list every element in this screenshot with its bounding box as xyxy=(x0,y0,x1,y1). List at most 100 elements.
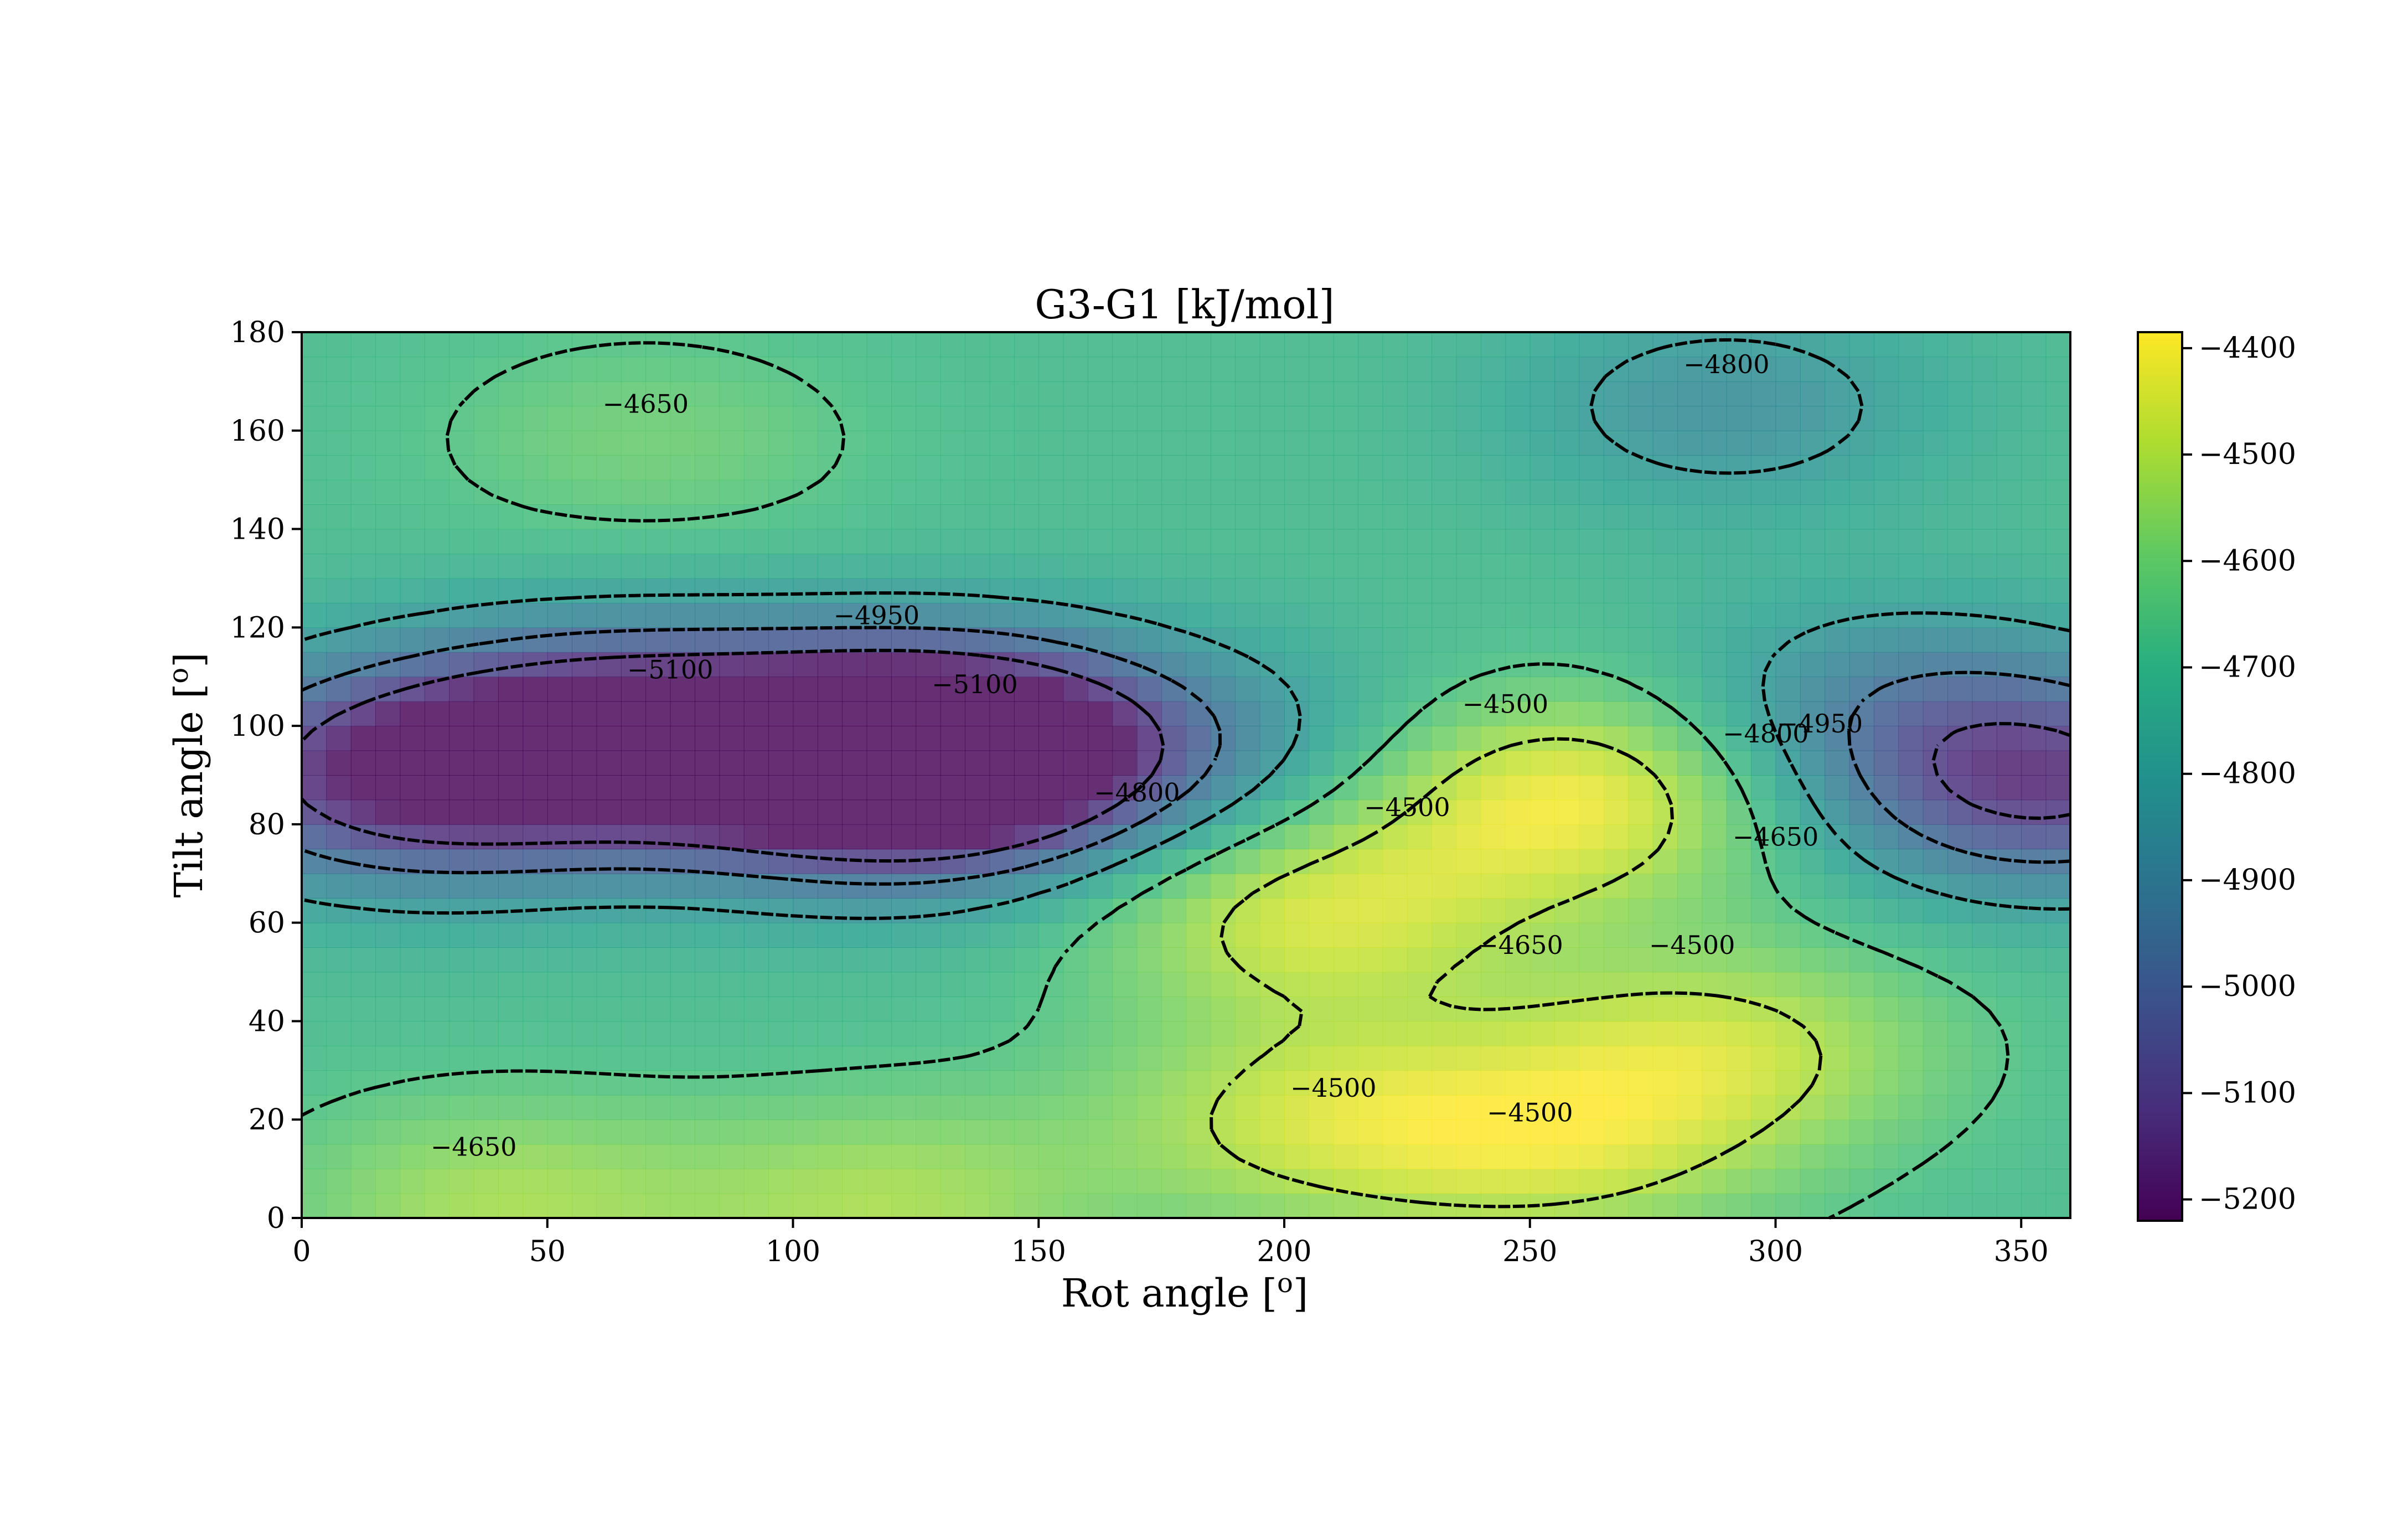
heatmap-cell xyxy=(1775,554,1801,579)
heatmap-cell xyxy=(1136,1119,1162,1145)
heatmap-cell xyxy=(1628,430,1653,456)
heatmap-cell xyxy=(1235,406,1260,431)
heatmap-cell xyxy=(2045,1045,2071,1071)
heatmap-cell xyxy=(1382,381,1408,407)
heatmap-cell xyxy=(375,1144,401,1169)
heatmap-cell xyxy=(1161,578,1187,603)
heatmap-cell xyxy=(1309,1021,1334,1046)
heatmap-cell xyxy=(1088,1193,1113,1219)
heatmap-cell xyxy=(1456,775,1481,801)
heatmap-cell xyxy=(645,1119,671,1145)
heatmap-cell xyxy=(1554,1193,1580,1219)
heatmap-cell xyxy=(817,726,843,751)
heatmap-cell xyxy=(523,602,548,628)
heatmap-cell xyxy=(1358,406,1383,431)
heatmap-cell xyxy=(2021,381,2047,407)
heatmap-cell xyxy=(1284,504,1310,530)
heatmap-cell xyxy=(768,430,794,456)
y-tick-label: 180 xyxy=(230,316,285,349)
heatmap-cell xyxy=(1210,652,1236,678)
heatmap-cell xyxy=(1235,849,1260,874)
heatmap-cell xyxy=(1038,578,1064,603)
heatmap-cell xyxy=(1825,799,1850,825)
heatmap-cell xyxy=(768,677,794,702)
heatmap-cell xyxy=(1136,1193,1162,1219)
heatmap-cell xyxy=(695,775,720,801)
heatmap-cell xyxy=(547,1045,572,1071)
contour-label: −4500 xyxy=(1290,1073,1377,1103)
heatmap-cell xyxy=(695,381,720,407)
heatmap-cell xyxy=(498,479,524,505)
heatmap-cell xyxy=(645,357,671,382)
heatmap-cell xyxy=(1800,824,1826,850)
heatmap-cell xyxy=(2045,922,2071,948)
heatmap-cell xyxy=(1235,701,1260,726)
heatmap-cell xyxy=(621,947,647,973)
heatmap-cell xyxy=(1800,849,1826,874)
heatmap-cell xyxy=(1432,1169,1457,1194)
heatmap-cell xyxy=(1112,627,1138,653)
heatmap-cell xyxy=(866,726,892,751)
heatmap-cell xyxy=(1014,1169,1040,1194)
heatmap-cell xyxy=(1333,1070,1358,1096)
heatmap-cell xyxy=(1996,873,2022,899)
heatmap-cell xyxy=(1382,1045,1408,1071)
heatmap-cell xyxy=(866,652,892,678)
heatmap-cell xyxy=(793,406,818,431)
heatmap-cell xyxy=(572,381,597,407)
heatmap-cell xyxy=(1874,972,1899,997)
heatmap-cell xyxy=(1972,479,1997,505)
heatmap-cell xyxy=(1382,997,1408,1022)
heatmap-cell xyxy=(1432,1095,1457,1121)
heatmap-cell xyxy=(1751,479,1776,505)
heatmap-cell xyxy=(1382,430,1408,456)
heatmap-cell xyxy=(1014,1045,1040,1071)
heatmap-cell xyxy=(1088,849,1113,874)
heatmap-cell xyxy=(768,554,794,579)
heatmap-cell xyxy=(1996,504,2022,530)
heatmap-cell xyxy=(940,529,965,554)
heatmap-cell xyxy=(1505,1045,1531,1071)
heatmap-cell xyxy=(1554,824,1580,850)
heatmap-cell xyxy=(621,578,647,603)
heatmap-cell xyxy=(1161,1169,1187,1194)
heatmap-cell xyxy=(350,406,376,431)
heatmap-cell xyxy=(1849,849,1874,874)
heatmap-cell xyxy=(1505,701,1531,726)
heatmap-cell xyxy=(989,332,1015,358)
heatmap-cell xyxy=(1800,1021,1826,1046)
heatmap-cell xyxy=(916,972,941,997)
heatmap-cell xyxy=(670,799,695,825)
heatmap-cell xyxy=(400,799,425,825)
heatmap-cell xyxy=(1309,504,1334,530)
heatmap-cell xyxy=(891,701,917,726)
heatmap-cell xyxy=(891,726,917,751)
heatmap-cell xyxy=(424,750,450,776)
heatmap-cell xyxy=(1088,602,1113,628)
heatmap-cell xyxy=(1726,972,1751,997)
heatmap-cell xyxy=(1898,726,1924,751)
heatmap-cell xyxy=(1358,677,1383,702)
heatmap-cell xyxy=(965,1193,990,1219)
heatmap-cell xyxy=(1579,578,1604,603)
heatmap-cell xyxy=(1603,332,1629,358)
contour-line xyxy=(1210,737,1823,1209)
heatmap-cell xyxy=(473,677,499,702)
heatmap-cell xyxy=(1358,873,1383,899)
heatmap-cell xyxy=(621,726,647,751)
heatmap-cell xyxy=(1529,406,1555,431)
heatmap-cell xyxy=(1726,1070,1751,1096)
heatmap-cell xyxy=(1407,479,1433,505)
heatmap-cell xyxy=(793,799,818,825)
heatmap-cell xyxy=(989,578,1015,603)
heatmap-cell xyxy=(596,824,622,850)
heatmap-cell xyxy=(695,1095,720,1121)
heatmap-cell xyxy=(1358,775,1383,801)
heatmap-cell xyxy=(743,750,769,776)
heatmap-cell xyxy=(375,750,401,776)
heatmap-cell xyxy=(916,873,941,899)
heatmap-cell xyxy=(1112,1193,1138,1219)
heatmap-cell xyxy=(2021,1021,2047,1046)
heatmap-cell xyxy=(424,1193,450,1219)
heatmap-cell xyxy=(1014,701,1040,726)
